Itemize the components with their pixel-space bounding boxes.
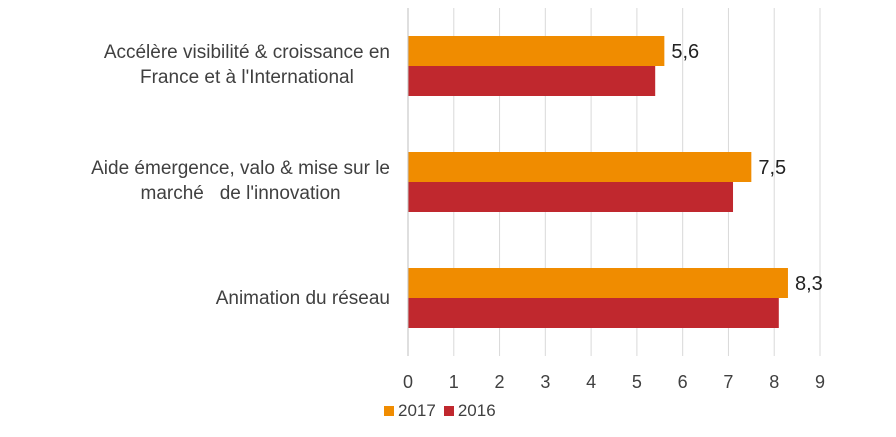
- category-label-0: Accélère visibilité & croissance en Fran…: [103, 42, 390, 88]
- x-tick-label-2: 2: [495, 372, 505, 392]
- legend-swatch-2017: [384, 406, 394, 416]
- bar-2016-1: [408, 182, 734, 212]
- x-tick-label-5: 5: [632, 372, 642, 392]
- legend-label-2016: 2016: [457, 401, 496, 420]
- data-label-2017-1: 7,5: [758, 157, 786, 179]
- x-tick-label-8: 8: [769, 372, 779, 392]
- category-label-1: Aide émergence, valo & mise sur le march…: [91, 158, 390, 204]
- legend-item-2016: 2016: [443, 401, 496, 421]
- x-tick-label-7: 7: [723, 372, 733, 392]
- legend-item-2017: 2017: [384, 401, 436, 421]
- x-tick-label-1: 1: [449, 372, 459, 392]
- legend-swatch-2016: [443, 406, 454, 416]
- bar-2017-2: [408, 268, 788, 298]
- data-label-2017-0: 5,6: [671, 41, 699, 63]
- bars: [408, 36, 788, 328]
- x-axis: 0 1 2 3 4 5 6 7 8 9: [403, 8, 825, 392]
- x-tick-label-9: 9: [815, 372, 825, 392]
- bar-2017-0: [408, 36, 665, 66]
- bar-2016-0: [408, 66, 656, 96]
- x-tick-label-3: 3: [540, 372, 550, 392]
- x-tick-label-0: 0: [403, 372, 413, 392]
- x-tick-label-6: 6: [678, 372, 688, 392]
- category-label-2: Animation du réseau: [215, 288, 390, 309]
- legend-label-2017: 2017: [398, 401, 436, 420]
- bar-2017-1: [408, 152, 752, 182]
- x-tick-label-4: 4: [586, 372, 596, 392]
- data-label-2017-2: 8,3: [795, 273, 823, 295]
- legend: 2017 2016: [384, 401, 504, 421]
- data-labels: 5,6 7,5 8,3: [671, 41, 822, 295]
- bar-2016-2: [408, 298, 779, 328]
